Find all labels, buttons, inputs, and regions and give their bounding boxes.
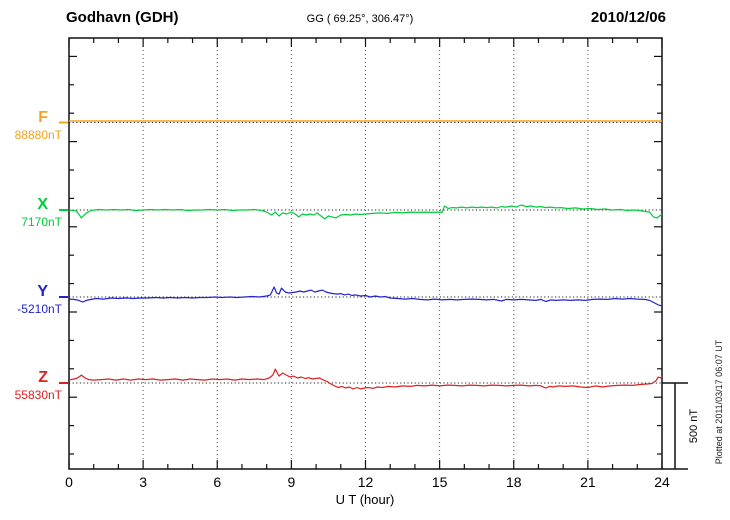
- plotted-at-footnote: Plotted at 2011/03/17 06:07 UT: [714, 339, 724, 465]
- x-tick-label-24: 24: [654, 474, 670, 490]
- x-tick-label-9: 9: [287, 474, 296, 490]
- trace-X: [68, 204, 663, 220]
- x-axis-title: U T (hour): [335, 492, 395, 507]
- x-tick-label-18: 18: [505, 474, 522, 490]
- geographic-coordinates: GG ( 69.25°, 306.47°): [306, 13, 414, 25]
- x-tick-label-6: 6: [213, 474, 222, 490]
- channel-baseline-F: 88880nT: [14, 127, 62, 142]
- channel-label-X: X: [37, 196, 48, 213]
- trace-Z: [68, 368, 663, 390]
- x-tick-label-15: 15: [431, 474, 448, 490]
- x-tick-label-12: 12: [357, 474, 374, 490]
- station-title: Godhavn (GDH): [66, 9, 179, 26]
- plot-date: 2010/12/06: [590, 9, 666, 26]
- x-tick-label-21: 21: [580, 474, 596, 490]
- x-tick-label-3: 3: [139, 474, 148, 490]
- channel-baseline-Y: -5210nT: [17, 302, 62, 316]
- channel-label-F: F: [38, 108, 48, 126]
- trace-Y: [68, 286, 663, 307]
- channel-baseline-X: 7170nT: [21, 215, 62, 229]
- channel-label-Z: Z: [38, 369, 48, 386]
- scale-bar-label: 500 nT: [688, 408, 700, 444]
- x-tick-label-0: 0: [65, 474, 73, 490]
- channel-baseline-Z: 55830nT: [14, 388, 62, 402]
- channel-label-Y: Y: [37, 283, 48, 300]
